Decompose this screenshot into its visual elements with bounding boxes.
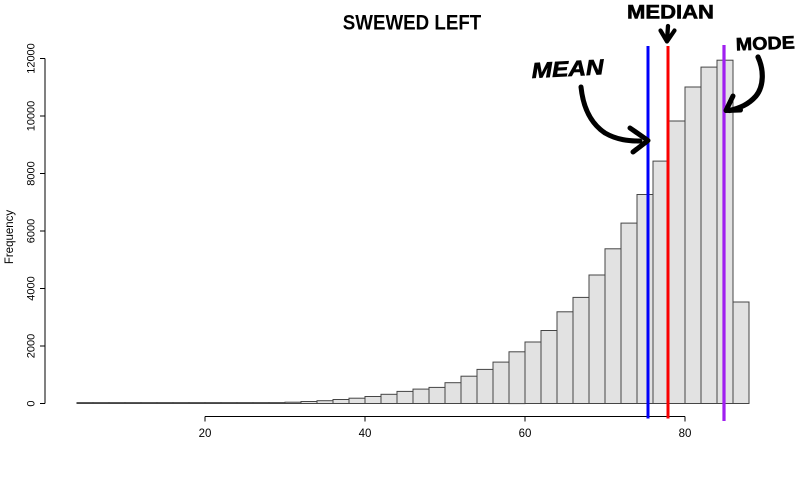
svg-text:4000: 4000 [26,276,38,300]
svg-text:6000: 6000 [26,219,38,243]
svg-text:MEAN: MEAN [531,55,605,83]
svg-text:MODE: MODE [735,32,795,54]
svg-text:2000: 2000 [26,334,38,358]
svg-text:80: 80 [679,428,692,440]
svg-text:60: 60 [519,428,532,440]
svg-text:SWEWED LEFT: SWEWED LEFT [343,12,482,35]
svg-text:0: 0 [26,400,38,406]
svg-text:Frequency: Frequency [4,210,16,265]
svg-text:12000: 12000 [26,43,38,74]
svg-text:10000: 10000 [26,101,38,132]
svg-text:8000: 8000 [26,161,38,185]
svg-text:40: 40 [359,428,372,440]
svg-text:MEDIAN: MEDIAN [627,3,714,24]
svg-text:20: 20 [199,428,212,440]
